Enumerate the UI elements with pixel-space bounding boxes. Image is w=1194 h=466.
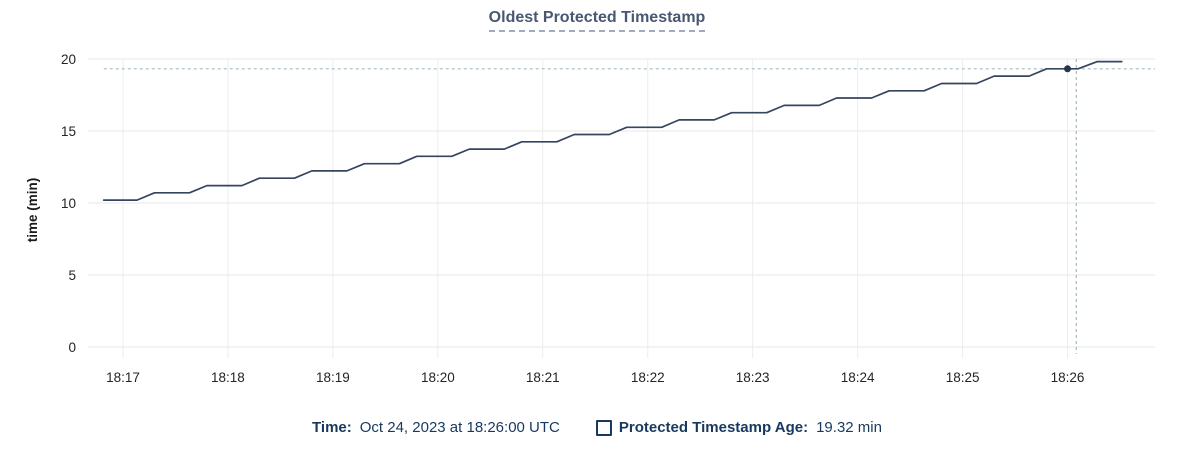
x-tick-label-18:26: 18:26 bbox=[1051, 370, 1085, 385]
y-tick-label-0: 0 bbox=[68, 340, 76, 355]
y-tick-label-10: 10 bbox=[61, 196, 76, 211]
series-toggle-checkbox[interactable] bbox=[595, 419, 612, 436]
chart-title-row: Oldest Protected Timestamp bbox=[0, 9, 1194, 32]
y-tick-label-15: 15 bbox=[61, 124, 76, 139]
x-axis-tick-labels: 18:17 18:18 18:19 18:20 18:21 18:22 18:23 18:24… bbox=[106, 370, 1084, 385]
x-tick-label-18:25: 18:25 bbox=[946, 370, 980, 385]
x-tick-label-18:19: 18:19 bbox=[316, 370, 350, 385]
x-tick-label-18:17: 18:17 bbox=[106, 370, 140, 385]
x-tick-label-18:18: 18:18 bbox=[211, 370, 245, 385]
legend-series-item[interactable]: Protected Timestamp Age: 19.32 min bbox=[595, 419, 882, 436]
legend-time-value: Oct 24, 2023 at 18:26:00 UTC bbox=[359, 419, 560, 436]
x-tick-label-18:22: 18:22 bbox=[631, 370, 665, 385]
chart-legend: Time: Oct 24, 2023 at 18:26:00 UTC Prote… bbox=[0, 419, 1194, 436]
legend-time-label: Time: bbox=[312, 419, 352, 436]
x-tick-label-18:21: 18:21 bbox=[526, 370, 560, 385]
hover-point-dot bbox=[1064, 65, 1072, 73]
vertical-gridlines bbox=[122, 59, 1069, 358]
y-tick-label-5: 5 bbox=[68, 268, 76, 283]
x-tick-label-18:20: 18:20 bbox=[421, 370, 455, 385]
horizontal-gridlines bbox=[88, 58, 1155, 348]
x-tick-label-18:23: 18:23 bbox=[736, 370, 770, 385]
x-tick-label-18:24: 18:24 bbox=[841, 370, 875, 385]
y-tick-label-20: 20 bbox=[61, 52, 76, 67]
chart-title[interactable]: Oldest Protected Timestamp bbox=[488, 9, 706, 32]
series-line bbox=[102, 60, 1123, 201]
legend-series-value: 19.32 min bbox=[816, 419, 882, 436]
legend-time-item: Time: Oct 24, 2023 at 18:26:00 UTC bbox=[312, 419, 560, 436]
y-axis-tick-labels: 0 5 10 15 20 bbox=[61, 52, 76, 355]
legend-series-label: Protected Timestamp Age: bbox=[618, 419, 809, 436]
